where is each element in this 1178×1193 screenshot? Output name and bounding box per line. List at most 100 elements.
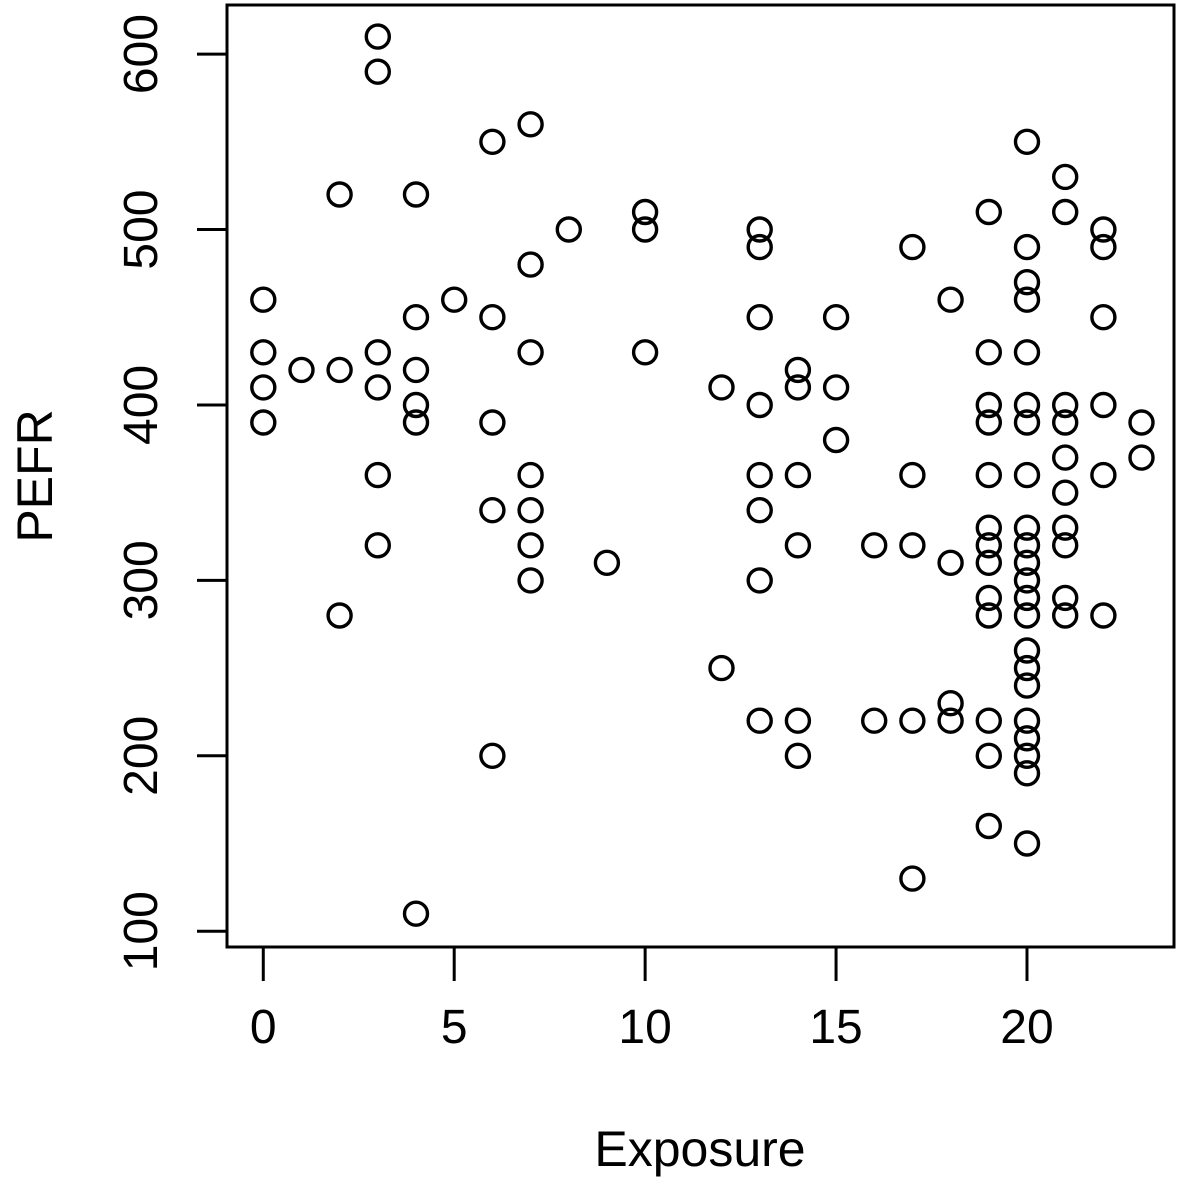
x-axis-title: Exposure xyxy=(594,1121,805,1177)
data-point xyxy=(402,181,430,208)
data-point xyxy=(250,374,277,401)
data-point xyxy=(1051,514,1079,541)
data-point xyxy=(479,742,506,769)
data-point xyxy=(1013,514,1041,541)
data-point xyxy=(326,356,353,384)
data-point xyxy=(1128,409,1155,436)
data-point xyxy=(364,461,391,489)
data-point xyxy=(784,374,812,401)
data-point xyxy=(975,532,1002,559)
data-point xyxy=(975,584,1002,612)
data-point xyxy=(746,216,773,243)
data-point xyxy=(479,497,506,524)
data-point xyxy=(784,356,812,384)
data-point xyxy=(975,549,1002,576)
data-point xyxy=(975,409,1002,436)
data-point xyxy=(1090,233,1117,261)
y-axis: 100 200 300 400 500 600 xyxy=(115,14,227,971)
data-point xyxy=(250,409,277,436)
data-point xyxy=(1051,444,1079,471)
data-point xyxy=(861,532,888,559)
x-tick-label: 10 xyxy=(618,1001,671,1054)
x-tick-label: 20 xyxy=(1000,1001,1053,1054)
data-point xyxy=(784,707,812,734)
data-point xyxy=(250,286,277,313)
data-point xyxy=(1013,391,1041,419)
data-point xyxy=(402,356,430,384)
data-point xyxy=(975,339,1002,366)
data-point xyxy=(822,304,850,331)
data-point xyxy=(746,567,773,594)
data-point xyxy=(861,707,888,734)
data-point xyxy=(746,391,773,419)
data-point xyxy=(631,198,659,226)
data-point xyxy=(1013,461,1041,489)
data-point xyxy=(784,742,812,769)
y-tick-label: 400 xyxy=(115,365,168,445)
data-point xyxy=(364,23,391,50)
data-point xyxy=(288,356,315,384)
data-point xyxy=(1013,707,1041,734)
data-point xyxy=(937,549,964,576)
data-point xyxy=(746,461,773,489)
data-points xyxy=(250,23,1155,927)
data-point xyxy=(1013,584,1041,612)
plot-border xyxy=(225,3,1176,949)
data-point xyxy=(1013,339,1041,366)
data-point xyxy=(517,111,544,138)
data-point xyxy=(975,602,1002,629)
data-point xyxy=(402,409,430,436)
data-point xyxy=(975,707,1002,734)
data-point xyxy=(1090,391,1117,419)
data-point xyxy=(1051,163,1079,191)
data-point xyxy=(517,567,544,594)
data-point xyxy=(364,339,391,366)
data-point xyxy=(822,426,850,454)
data-point xyxy=(746,707,773,734)
data-point xyxy=(364,374,391,401)
data-point xyxy=(1013,637,1041,664)
data-point xyxy=(517,532,544,559)
y-tick-label: 600 xyxy=(115,14,168,94)
data-point xyxy=(975,812,1002,840)
data-point xyxy=(1051,479,1079,506)
data-point xyxy=(1051,532,1079,559)
data-point xyxy=(479,409,506,436)
y-axis-title: PEFR xyxy=(7,409,63,542)
data-point xyxy=(441,286,468,313)
data-point xyxy=(784,532,812,559)
data-point xyxy=(479,304,506,331)
data-point xyxy=(1013,128,1041,156)
data-point xyxy=(1013,549,1041,576)
data-point xyxy=(784,461,812,489)
data-point xyxy=(402,391,430,419)
data-point xyxy=(1051,602,1079,629)
data-point xyxy=(1013,409,1041,436)
data-point xyxy=(250,339,277,366)
data-point xyxy=(746,233,773,261)
data-point xyxy=(1051,391,1079,419)
x-tick-label: 15 xyxy=(809,1001,862,1054)
data-point xyxy=(1013,760,1041,787)
data-point xyxy=(899,707,926,734)
y-tick-label: 300 xyxy=(115,540,168,620)
data-point xyxy=(1013,654,1041,682)
data-point xyxy=(1013,532,1041,559)
data-point xyxy=(631,339,659,366)
data-point xyxy=(1013,725,1041,752)
data-point xyxy=(899,233,926,261)
data-point xyxy=(975,514,1002,541)
data-point xyxy=(975,391,1002,419)
data-point xyxy=(1013,567,1041,594)
data-point xyxy=(937,690,964,717)
data-point xyxy=(555,216,582,243)
data-point xyxy=(326,181,353,208)
data-point xyxy=(1013,269,1041,296)
data-point xyxy=(822,374,850,401)
data-point xyxy=(1013,742,1041,769)
data-point xyxy=(1013,830,1041,857)
x-tick-label: 5 xyxy=(441,1001,468,1054)
data-point xyxy=(975,461,1002,489)
